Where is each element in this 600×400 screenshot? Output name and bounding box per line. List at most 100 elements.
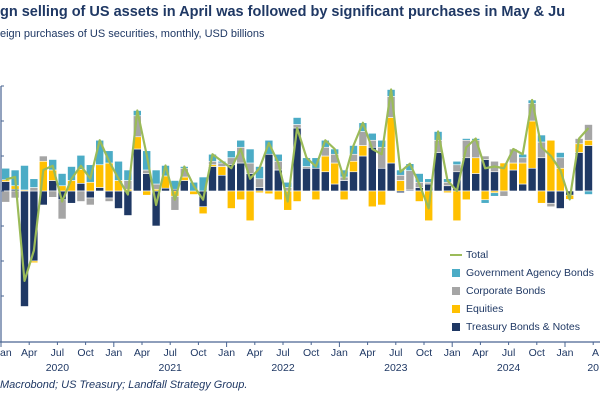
legend-label: Corporate Bonds <box>466 285 546 297</box>
legend-item-treasury-bonds-notes: Treasury Bonds & Notes <box>448 318 594 336</box>
bar-treasury-bonds-notes <box>302 167 311 192</box>
bar-treasury-bonds-notes <box>180 180 189 192</box>
bar-corporate-bonds <box>546 202 556 208</box>
bar-equities <box>349 160 358 173</box>
bar-treasury-bonds-notes <box>537 157 546 192</box>
bar-equities <box>264 190 274 195</box>
bar-government-agency-bonds <box>461 138 471 141</box>
total-line <box>5 88 590 283</box>
legend-item-corporate-bonds: Corporate Bonds <box>448 282 594 300</box>
bar-equities <box>217 166 227 176</box>
legend-swatch-icon <box>452 305 460 313</box>
bar-equities <box>471 157 481 174</box>
bar-corporate-bonds <box>405 170 415 191</box>
bar-equities <box>311 190 321 201</box>
legend-swatch-icon <box>452 269 460 277</box>
bar-equities <box>508 162 518 171</box>
legend-label: Equities <box>466 303 504 315</box>
bar-corporate-bonds <box>452 164 462 173</box>
bar-treasury-bonds-notes <box>480 159 490 192</box>
bar-equities <box>452 190 462 222</box>
bar-treasury-bonds-notes <box>555 190 565 209</box>
bar-equities <box>142 190 151 196</box>
bar-equities <box>95 164 104 188</box>
legend-item-total: Total <box>448 246 594 264</box>
year-label: 2022 <box>271 362 295 374</box>
bar-government-agency-bonds <box>151 169 161 185</box>
x-tick-label: Apr <box>247 347 264 359</box>
bar-equities <box>255 190 264 194</box>
bar-treasury-bonds-notes <box>367 146 377 192</box>
chart-subtitle: eign purchases of US securities, monthly… <box>0 28 265 40</box>
bar-government-agency-bonds <box>490 192 499 197</box>
bar-corporate-bonds <box>1 190 11 203</box>
x-tick-label: Jan <box>105 347 122 359</box>
year-label: 2020 <box>46 362 70 374</box>
axes-layer: an Apr Jul Oct Jan Apr Jul Oct Jan Apr Jul Oct Jan Ap… <box>0 85 600 374</box>
bar-government-agency-bonds <box>123 169 133 181</box>
bar-treasury-bonds-notes <box>349 171 358 192</box>
bar-treasury-bonds-notes <box>114 190 123 209</box>
legend-item-equities: Equities <box>448 300 594 318</box>
bar-treasury-bonds-notes <box>255 187 264 192</box>
bar-corporate-bonds <box>104 197 114 202</box>
bar-treasury-bonds-notes <box>236 162 245 192</box>
source-note: Macrobond; US Treasury; Landfall Strateg… <box>0 379 248 391</box>
bar-corporate-bonds <box>48 190 58 198</box>
bar-treasury-bonds-notes <box>471 173 481 192</box>
year-label: 2021 <box>159 362 183 374</box>
x-tick-label: Jan <box>218 347 235 359</box>
legend-swatch-icon <box>452 287 460 295</box>
year-label: 20 <box>587 362 599 374</box>
x-tick-label: an <box>0 347 12 359</box>
bar-corporate-bonds <box>86 197 95 206</box>
bar-treasury-bonds-notes <box>546 190 556 204</box>
bar-equities <box>377 190 387 206</box>
bar-corporate-bonds <box>57 199 67 220</box>
bar-government-agency-bonds <box>264 139 274 155</box>
bar-treasury-bonds-notes <box>67 190 76 204</box>
bar-treasury-bonds-notes <box>142 173 151 192</box>
bar-treasury-bonds-notes <box>527 167 537 192</box>
bar-treasury-bonds-notes <box>508 169 518 192</box>
bar-government-agency-bonds <box>29 178 39 188</box>
bar-treasury-bonds-notes <box>161 187 170 192</box>
bar-government-agency-bonds <box>236 139 245 148</box>
bar-equities <box>443 190 452 194</box>
x-tick-label: Apr <box>134 347 151 359</box>
x-tick-label: A <box>592 347 599 359</box>
bar-equities <box>367 190 377 208</box>
bar-corporate-bonds <box>76 190 86 202</box>
bar-treasury-bonds-notes <box>358 155 368 192</box>
legend-label: Total <box>466 249 489 261</box>
bar-treasury-bonds-notes <box>133 148 142 192</box>
legend: Total Government Agency Bonds Corporate … <box>448 244 594 338</box>
bar-equities <box>86 181 95 192</box>
legend-item-government-agency-bonds: Government Agency Bonds <box>448 264 594 282</box>
x-tick-label: Apr <box>359 347 376 359</box>
bar-equities <box>527 120 537 169</box>
bar-treasury-bonds-notes <box>48 180 58 192</box>
x-tick-label: Jan <box>331 347 348 359</box>
bar-corporate-bonds <box>10 190 20 199</box>
bar-treasury-bonds-notes <box>1 181 11 192</box>
x-tick-label: Oct <box>190 347 206 359</box>
bar-equities <box>292 190 302 202</box>
bar-equities <box>236 190 245 201</box>
x-tick-label: Jul <box>51 347 64 359</box>
bar-corporate-bonds <box>255 178 264 188</box>
bar-treasury-bonds-notes <box>518 183 528 192</box>
bar-equities <box>320 155 330 173</box>
x-tick-label: Apr <box>472 347 489 359</box>
x-tick-label: Apr <box>21 347 38 359</box>
bar-treasury-bonds-notes <box>320 171 330 192</box>
bar-corporate-bonds <box>396 174 405 181</box>
bar-government-agency-bonds <box>480 199 490 204</box>
legend-line-icon <box>450 254 462 256</box>
year-label: 2024 <box>497 362 521 374</box>
bar-equities <box>461 190 471 201</box>
bar-corporate-bonds <box>29 187 39 192</box>
x-tick-label: Oct <box>416 347 432 359</box>
bar-equities <box>546 139 556 192</box>
